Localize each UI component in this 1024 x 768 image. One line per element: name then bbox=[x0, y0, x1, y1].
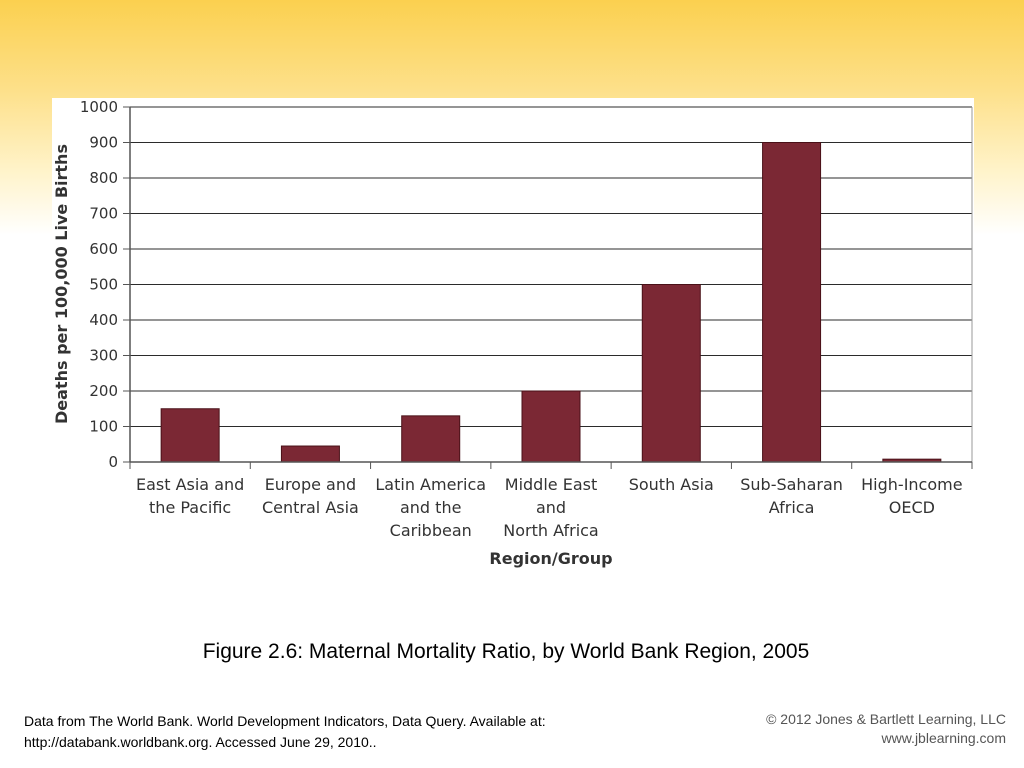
y-tick-label: 100 bbox=[89, 418, 118, 436]
labels: 0 100 200 300 400 500 600 700 800 900 1000 East Asi… bbox=[80, 98, 963, 540]
x-tick-label-line: High-Income bbox=[861, 475, 962, 494]
x-axis-title: Region/Group bbox=[489, 549, 612, 568]
y-tick-label: 600 bbox=[89, 240, 118, 258]
bar bbox=[160, 408, 220, 463]
x-tick-label-line: Caribbean bbox=[390, 521, 472, 540]
bar bbox=[401, 415, 461, 463]
bar bbox=[762, 142, 822, 463]
bar bbox=[521, 390, 581, 463]
x-tick-label-line: East Asia and bbox=[136, 475, 244, 494]
source-note: Data from The World Bank. World Developm… bbox=[24, 711, 664, 753]
y-tick-label: 400 bbox=[89, 311, 118, 329]
x-tick-label-line: Middle East bbox=[505, 475, 597, 494]
publisher-url: www.jblearning.com bbox=[881, 730, 1007, 746]
copyright-line: © 2012 Jones & Bartlett Learning, LLC bbox=[766, 711, 1006, 727]
x-tick-label-line: OECD bbox=[889, 498, 935, 517]
x-tick-label-line: North Africa bbox=[503, 521, 598, 540]
y-tick-label: 800 bbox=[89, 169, 118, 187]
bar bbox=[280, 445, 340, 463]
y-tick-label: 300 bbox=[89, 347, 118, 365]
x-tick-label: South Asia bbox=[629, 475, 714, 494]
x-tick-label: East Asia and the Pacific bbox=[136, 475, 244, 517]
x-tick-label: Europe and Central Asia bbox=[262, 475, 359, 517]
x-tick-label: Middle East and North Africa bbox=[503, 475, 598, 540]
y-tick-label: 200 bbox=[89, 382, 118, 400]
copyright-notice: © 2012 Jones & Bartlett Learning, LLC ww… bbox=[766, 710, 1006, 748]
y-tick-label: 500 bbox=[89, 276, 118, 294]
x-tick-label-line: and bbox=[536, 498, 566, 517]
bar-chart: 0 100 200 300 400 500 600 700 800 900 1000 East Asi… bbox=[52, 98, 973, 568]
y-tick-label: 1000 bbox=[80, 98, 118, 116]
bars bbox=[160, 142, 942, 463]
y-axis-title: Deaths per 100,000 Live Births bbox=[52, 144, 71, 424]
y-tick-label: 700 bbox=[89, 205, 118, 223]
x-tick-label-line: and the bbox=[400, 498, 461, 517]
x-tick-label-line: Latin America bbox=[375, 475, 486, 494]
y-tick-label: 900 bbox=[89, 134, 118, 152]
x-tick-label-line: Sub-Saharan bbox=[740, 475, 843, 494]
y-tick-label: 0 bbox=[108, 453, 118, 471]
axes bbox=[123, 106, 973, 469]
x-tick-label-line: Africa bbox=[769, 498, 815, 517]
bar bbox=[641, 284, 701, 463]
figure-caption: Figure 2.6: Maternal Mortality Ratio, by… bbox=[202, 640, 810, 663]
x-tick-label-line: the Pacific bbox=[149, 498, 231, 517]
x-tick-label: Sub-Saharan Africa bbox=[740, 475, 843, 517]
x-tick-label: High-Income OECD bbox=[861, 475, 962, 517]
x-tick-label: Latin America and the Caribbean bbox=[375, 475, 486, 540]
x-tick-label-line: Europe and bbox=[265, 475, 356, 494]
x-tick-label-line: South Asia bbox=[629, 475, 714, 494]
source-line-2: http://databank.worldbank.org. Accessed … bbox=[24, 734, 377, 750]
x-tick-label-line: Central Asia bbox=[262, 498, 359, 517]
source-line-1: Data from The World Bank. World Developm… bbox=[24, 713, 546, 729]
